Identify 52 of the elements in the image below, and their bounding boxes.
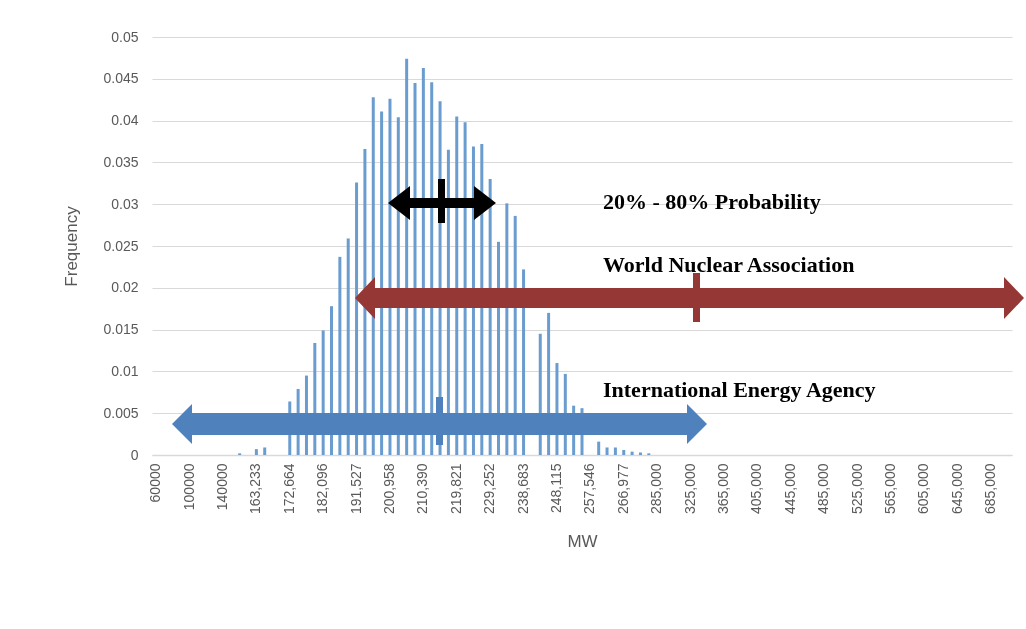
x-tick-label: 172,664 — [280, 463, 297, 515]
y-tick-label: 0.05 — [111, 28, 139, 45]
x-tick-label: 645,000 — [948, 463, 965, 515]
x-axis-title: MW — [567, 532, 598, 552]
y-tick-label: 0 — [130, 446, 139, 463]
x-tick-label: 60000 — [147, 463, 164, 503]
y-tick-label: 0.02 — [111, 279, 139, 296]
annotation: 20% - 80% Probability — [603, 189, 821, 214]
y-tick-label: 0.035 — [103, 153, 139, 170]
bar — [630, 451, 634, 455]
x-tick-label: 325,000 — [681, 463, 698, 515]
x-tick-label: 445,000 — [781, 463, 798, 515]
x-tick-label: 565,000 — [881, 463, 898, 515]
bar — [254, 449, 258, 455]
annotation: World Nuclear Association — [603, 252, 855, 277]
y-tick-label: 0.01 — [111, 362, 139, 379]
x-tick-label: 485,000 — [815, 463, 832, 515]
bar — [597, 441, 601, 455]
x-tick-label: 191,527 — [347, 463, 364, 515]
y-axis-title: Frequency — [62, 205, 82, 287]
x-tick-label: 140000 — [213, 463, 230, 511]
y-tick-label: 0.005 — [103, 404, 139, 421]
bar — [605, 447, 609, 455]
x-tick-label: 219,821 — [447, 463, 464, 515]
bar — [638, 452, 642, 455]
x-tick-label: 685,000 — [982, 463, 999, 515]
y-tick-label: 0.025 — [103, 237, 139, 254]
x-tick-label: 100000 — [180, 463, 197, 511]
bar — [355, 182, 359, 455]
x-tick-label: 229,252 — [481, 463, 498, 515]
x-tick-label: 605,000 — [915, 463, 932, 515]
bar — [263, 447, 267, 455]
x-tick-label: 210,390 — [414, 463, 431, 515]
x-tick-label: 200,958 — [380, 463, 397, 515]
x-tick-label: 405,000 — [748, 463, 765, 515]
x-tick-label: 238,683 — [514, 463, 531, 515]
x-tick-label: 248,115 — [547, 463, 564, 514]
x-tick-label: 257,546 — [581, 463, 598, 515]
bar — [613, 447, 617, 455]
bar — [622, 449, 626, 455]
x-tick-label: 525,000 — [848, 463, 865, 515]
y-tick-label: 0.04 — [111, 112, 139, 129]
y-tick-label: 0.015 — [103, 321, 139, 338]
y-tick-label: 0.03 — [111, 195, 139, 212]
x-tick-label: 365,000 — [714, 463, 731, 515]
x-tick-label: 266,977 — [614, 463, 631, 515]
x-tick-label: 285,000 — [648, 463, 665, 515]
x-tick-label: 163,233 — [247, 463, 264, 515]
x-tick-label: 182,096 — [314, 463, 331, 515]
y-tick-label: 0.045 — [103, 70, 139, 87]
bar — [346, 238, 350, 455]
annotation: International Energy Agency — [603, 377, 876, 402]
